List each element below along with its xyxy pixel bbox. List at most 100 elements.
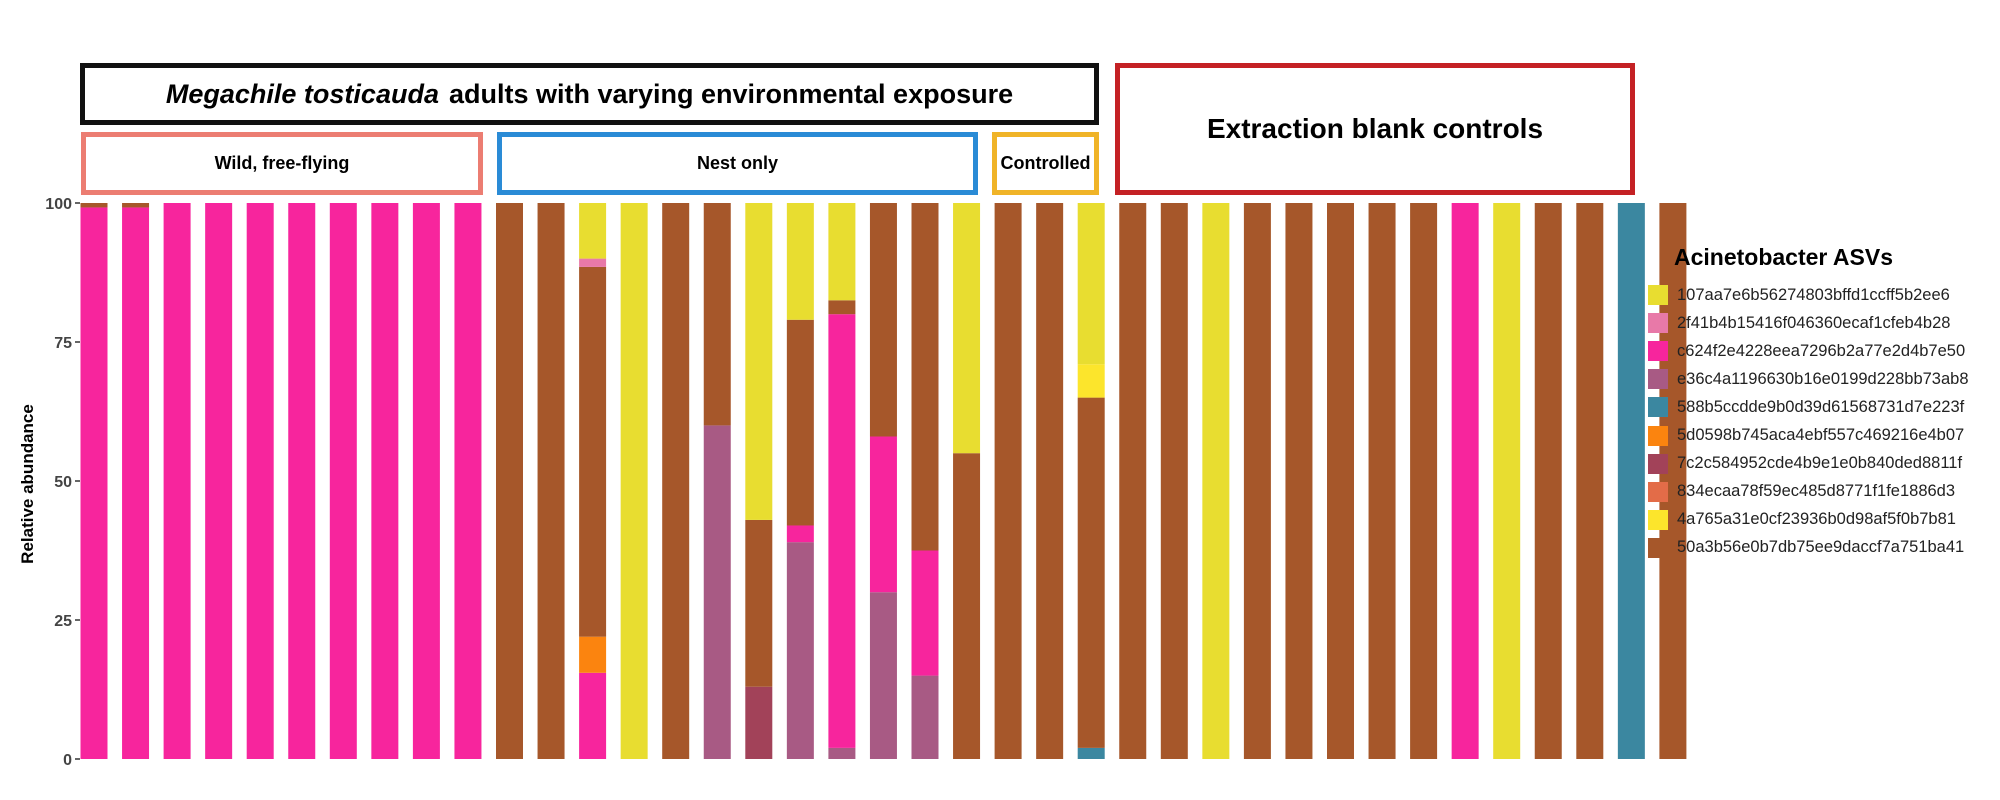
- bar-36: [1534, 203, 1562, 759]
- bar-15: [662, 203, 690, 759]
- bar-37: [1576, 203, 1604, 759]
- legend-label: e36c4a1196630b16e0199d228bb73ab8: [1677, 369, 1969, 388]
- legend-label: 107aa7e6b56274803bffd1ccff5b2ee6: [1677, 285, 1950, 304]
- bar-18: [786, 203, 814, 759]
- bar-segment: [80, 203, 108, 208]
- bar-segment: [246, 203, 274, 759]
- bar-segment: [911, 203, 939, 551]
- legend-label: c624f2e4228eea7296b2a77e2d4b7e50: [1677, 341, 1966, 360]
- bar-segment: [454, 203, 482, 759]
- y-tick-label: 50: [54, 474, 72, 491]
- bar-segment: [953, 203, 981, 454]
- bar-9: [412, 203, 440, 759]
- bar-31: [1327, 203, 1354, 759]
- bar-34: [1451, 203, 1479, 759]
- bar-segment: [994, 203, 1022, 759]
- bar-27: [1160, 203, 1188, 759]
- legend-item: 588b5ccdde9b0d39d61568731d7e223f: [1648, 393, 1993, 421]
- bar-segment: [745, 203, 773, 520]
- bar-segment: [1410, 203, 1438, 759]
- legend-swatch: [1648, 285, 1668, 306]
- bar-segment: [205, 203, 233, 759]
- legend-label: 4a765a31e0cf23936b0d98af5f0b7b81: [1677, 510, 1956, 529]
- bar-20: [869, 203, 897, 759]
- bar-segment: [869, 436, 897, 593]
- bar-segment: [1077, 203, 1105, 365]
- legend-swatch: [1648, 481, 1668, 502]
- legend-item: 2f41b4b15416f046360ecaf1cfeb4b28: [1648, 309, 1993, 337]
- bar-23: [994, 203, 1022, 759]
- legend-item: e36c4a1196630b16e0199d228bb73ab8: [1648, 365, 1993, 393]
- bar-segment: [579, 636, 607, 673]
- y-tick-label: 25: [54, 613, 72, 630]
- bar-2: [122, 203, 150, 759]
- bar-segment: [163, 203, 191, 759]
- bar-21: [911, 203, 939, 759]
- title-species: Megachile tosticauda: [165, 78, 439, 109]
- bar-14: [620, 203, 648, 759]
- bar-segment: [1077, 747, 1105, 759]
- bar-19: [828, 203, 856, 759]
- bar-26: [1119, 203, 1147, 759]
- bar-segment: [579, 258, 607, 267]
- bar-segment: [620, 203, 648, 759]
- bar-16: [703, 203, 731, 759]
- group-label-controlled: Controlled: [992, 132, 1099, 195]
- bar-segment: [1202, 203, 1230, 759]
- bar-38: [1617, 203, 1645, 759]
- bar-segment: [1077, 397, 1105, 748]
- legend-label: 7c2c584952cde4b9e1e0b840ded8811f: [1677, 454, 1963, 473]
- bar-segment: [703, 203, 731, 426]
- legend-label: 50a3b56e0b7db75ee9daccf7a751ba41: [1677, 538, 1965, 557]
- bar-11: [496, 203, 523, 759]
- bar-segment: [537, 203, 565, 759]
- bar-segment: [1243, 203, 1271, 759]
- bar-32: [1368, 203, 1396, 759]
- bar-13: [579, 203, 607, 759]
- bar-segment: [786, 525, 814, 543]
- bar-5: [246, 203, 274, 759]
- bar-segment: [1576, 203, 1604, 759]
- legend-swatch: [1648, 537, 1668, 558]
- bar-segment: [1327, 203, 1354, 759]
- bar-segment: [412, 203, 440, 759]
- legend-label: 2f41b4b15416f046360ecaf1cfeb4b28: [1677, 313, 1951, 332]
- bar-segment: [288, 203, 316, 759]
- bar-33: [1410, 203, 1438, 759]
- legend-item: 5d0598b745aca4ebf557c469216e4b07: [1648, 421, 1993, 449]
- y-tick-label: 0: [63, 752, 72, 769]
- legend-swatch: [1648, 313, 1668, 334]
- y-tick-label: 75: [54, 335, 72, 352]
- group-label-nest: Nest only: [497, 132, 978, 195]
- bar-segment: [579, 203, 607, 259]
- bar-segment: [1160, 203, 1188, 759]
- bar-4: [205, 203, 233, 759]
- chart-title: Megachile tosticauda adults with varying…: [80, 63, 1099, 125]
- bar-segment: [786, 542, 814, 759]
- bar-segment: [953, 453, 981, 759]
- bar-segment: [496, 203, 523, 759]
- bar-segment: [80, 207, 108, 759]
- legend-item: 7c2c584952cde4b9e1e0b840ded8811f: [1648, 450, 1993, 478]
- bar-segment: [579, 266, 607, 637]
- bar-segment: [745, 519, 773, 687]
- bar-segment: [745, 686, 773, 759]
- legend-item: 107aa7e6b56274803bffd1ccff5b2ee6: [1648, 281, 1993, 309]
- bar-segment: [828, 314, 856, 748]
- group-label-blank-controls: Extraction blank controls: [1115, 63, 1635, 195]
- bar-segment: [329, 203, 357, 759]
- bar-17: [745, 203, 773, 759]
- legend-swatch: [1648, 425, 1668, 446]
- bar-segment: [703, 425, 731, 759]
- bar-segment: [1036, 203, 1064, 759]
- title-rest: adults with varying environmental exposu…: [448, 78, 1014, 109]
- bar-segment: [786, 203, 814, 320]
- bar-segment: [869, 592, 897, 759]
- bar-29: [1243, 203, 1271, 759]
- legend-swatch: [1648, 509, 1668, 530]
- bar-1: [80, 203, 108, 759]
- legend-label: 5d0598b745aca4ebf557c469216e4b07: [1677, 426, 1965, 445]
- legend-title: Acinetobacter ASVs: [1674, 244, 1893, 270]
- bar-segment: [911, 675, 939, 759]
